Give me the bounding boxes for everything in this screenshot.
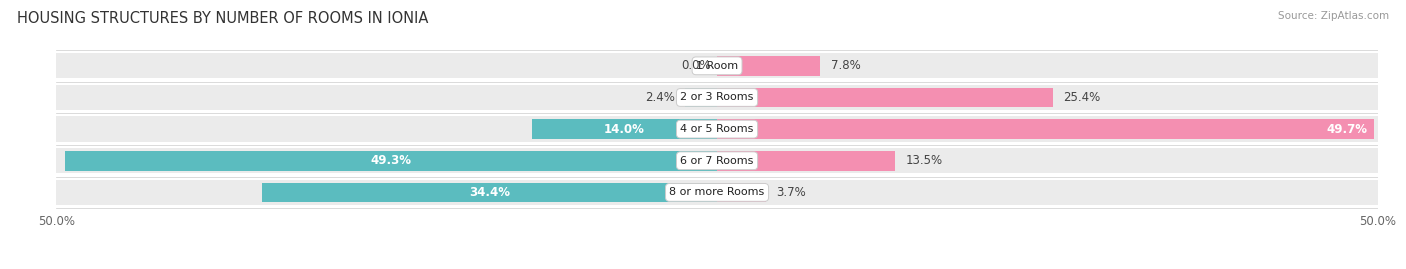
Bar [717, 180, 1378, 205]
Bar [717, 56, 820, 76]
Text: 13.5%: 13.5% [905, 154, 943, 167]
Bar [56, 116, 717, 142]
Text: 25.4%: 25.4% [1063, 91, 1101, 104]
Text: 6 or 7 Rooms: 6 or 7 Rooms [681, 156, 754, 166]
Text: 3.7%: 3.7% [776, 186, 806, 199]
Bar [531, 119, 717, 139]
Bar [685, 88, 717, 107]
Text: 49.7%: 49.7% [1326, 123, 1367, 136]
Text: Source: ZipAtlas.com: Source: ZipAtlas.com [1278, 11, 1389, 21]
Bar [717, 148, 1378, 174]
Text: 8 or more Rooms: 8 or more Rooms [669, 187, 765, 197]
Text: 4 or 5 Rooms: 4 or 5 Rooms [681, 124, 754, 134]
Text: 34.4%: 34.4% [470, 186, 510, 199]
Bar [717, 119, 1374, 139]
Bar [56, 85, 717, 110]
Text: 2 or 3 Rooms: 2 or 3 Rooms [681, 93, 754, 102]
Bar [56, 148, 717, 174]
Bar [717, 116, 1378, 142]
Bar [717, 88, 1053, 107]
Bar [717, 151, 896, 171]
Text: 7.8%: 7.8% [831, 59, 860, 72]
Text: 14.0%: 14.0% [605, 123, 645, 136]
Text: 2.4%: 2.4% [645, 91, 675, 104]
Bar [717, 183, 766, 202]
Bar [66, 151, 717, 171]
Bar [717, 53, 1378, 79]
Text: HOUSING STRUCTURES BY NUMBER OF ROOMS IN IONIA: HOUSING STRUCTURES BY NUMBER OF ROOMS IN… [17, 11, 429, 26]
Text: 49.3%: 49.3% [371, 154, 412, 167]
Bar [56, 180, 717, 205]
Text: 0.0%: 0.0% [681, 59, 710, 72]
Bar [263, 183, 717, 202]
Bar [56, 53, 717, 79]
Bar [717, 85, 1378, 110]
Text: 1 Room: 1 Room [696, 61, 738, 71]
